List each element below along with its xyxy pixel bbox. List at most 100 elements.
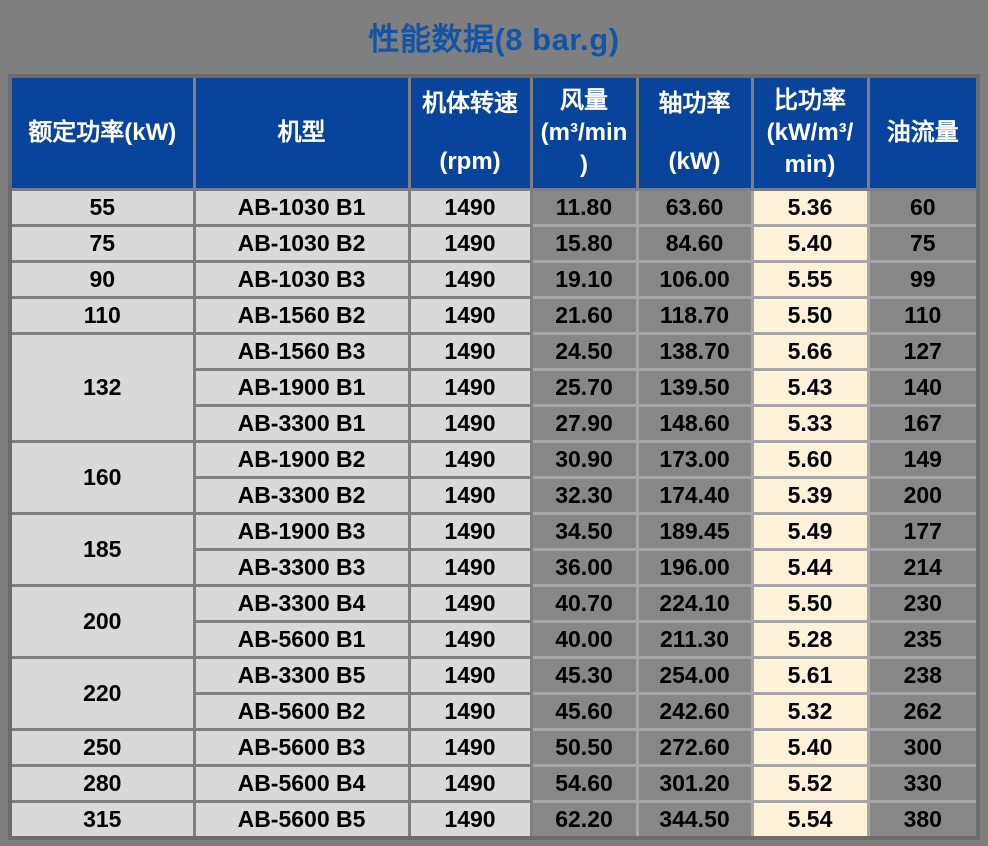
cell-oil-flow: 167 bbox=[866, 404, 980, 443]
header-unit: ) bbox=[580, 151, 588, 178]
cell-oil-flow: 214 bbox=[866, 548, 980, 587]
cell-shaft-power: 272.60 bbox=[635, 728, 754, 767]
cell-rpm: 1490 bbox=[407, 296, 533, 335]
cell-model: AB-1030 B1 bbox=[192, 188, 411, 227]
cell-oil-flow: 230 bbox=[866, 584, 980, 623]
cell-air-flow: 45.60 bbox=[529, 692, 639, 731]
cell-rpm: 1490 bbox=[407, 224, 533, 263]
cell-shaft-power: 148.60 bbox=[635, 404, 754, 443]
cell-rated-power: 132 bbox=[8, 332, 196, 443]
cell-model: AB-1900 B3 bbox=[192, 512, 411, 551]
header-label: 比功率 bbox=[774, 87, 846, 114]
cell-rated-power: 160 bbox=[8, 440, 196, 515]
cell-model: AB-1900 B2 bbox=[192, 440, 411, 479]
header-label: 风量 bbox=[560, 87, 608, 114]
cell-shaft-power: 189.45 bbox=[635, 512, 754, 551]
cell-rpm: 1490 bbox=[407, 332, 533, 371]
cell-air-flow: 11.80 bbox=[529, 188, 639, 227]
cell-rpm: 1490 bbox=[407, 548, 533, 587]
cell-air-flow: 32.30 bbox=[529, 476, 639, 515]
table-row: 75 AB-1030 B2 1490 15.80 84.60 5.40 75 bbox=[8, 224, 980, 263]
cell-rpm: 1490 bbox=[407, 512, 533, 551]
header-rated-power: 额定功率(kW) bbox=[8, 74, 196, 191]
cell-shaft-power: 224.10 bbox=[635, 584, 754, 623]
cell-shaft-power: 63.60 bbox=[635, 188, 754, 227]
cell-shaft-power: 138.70 bbox=[635, 332, 754, 371]
header-oil-flow: 油流量 bbox=[866, 74, 980, 191]
cell-rpm: 1490 bbox=[407, 620, 533, 659]
table-row: 110 AB-1560 B2 1490 21.60 118.70 5.50 11… bbox=[8, 296, 980, 335]
cell-rpm: 1490 bbox=[407, 404, 533, 443]
cell-air-flow: 54.60 bbox=[529, 764, 639, 803]
header-unit: (kW) bbox=[668, 148, 721, 175]
performance-data-table: 额定功率(kW) 机型 机体转速 (rpm) 风量 (m³/min) 轴功率 (kW)… bbox=[8, 74, 980, 840]
cell-rpm: 1490 bbox=[407, 440, 533, 479]
cell-specific-power: 5.50 bbox=[750, 296, 870, 335]
cell-shaft-power: 211.30 bbox=[635, 620, 754, 659]
cell-oil-flow: 238 bbox=[866, 656, 980, 695]
cell-oil-flow: 127 bbox=[866, 332, 980, 371]
table-row: 160 AB-1900 B2 1490 30.90 173.00 5.60 14… bbox=[8, 440, 980, 515]
header-unit: (m³/min bbox=[540, 119, 628, 146]
table-row: 132 AB-1560 B3 1490 24.50 138.70 5.66 12… bbox=[8, 332, 980, 443]
cell-shaft-power: 196.00 bbox=[635, 548, 754, 587]
cell-oil-flow: 149 bbox=[866, 440, 980, 479]
cell-rated-power: 220 bbox=[8, 656, 196, 731]
cell-air-flow: 45.30 bbox=[529, 656, 639, 695]
cell-specific-power: 5.40 bbox=[750, 728, 870, 767]
cell-shaft-power: 139.50 bbox=[635, 368, 754, 407]
cell-rated-power: 110 bbox=[8, 296, 196, 335]
cell-rated-power: 75 bbox=[8, 224, 196, 263]
table-row: AB-5600 B1 1490 40.00 211.30 5.28 235 bbox=[10, 620, 980, 659]
table-row: AB-3300 B3 1490 36.00 196.00 5.44 214 bbox=[10, 548, 980, 587]
cell-shaft-power: 173.00 bbox=[635, 440, 754, 479]
header-rpm: 机体转速 (rpm) bbox=[407, 74, 533, 191]
cell-specific-power: 5.39 bbox=[750, 476, 870, 515]
cell-specific-power: 5.32 bbox=[750, 692, 870, 731]
header-unit: (kW/m³/ bbox=[766, 119, 854, 146]
cell-specific-power: 5.52 bbox=[750, 764, 870, 803]
cell-specific-power: 5.55 bbox=[750, 260, 870, 299]
cell-model: AB-1560 B3 bbox=[192, 332, 411, 371]
cell-oil-flow: 200 bbox=[866, 476, 980, 515]
cell-air-flow: 25.70 bbox=[529, 368, 639, 407]
cell-shaft-power: 106.00 bbox=[635, 260, 754, 299]
cell-air-flow: 34.50 bbox=[529, 512, 639, 551]
cell-model: AB-3300 B2 bbox=[192, 476, 411, 515]
cell-specific-power: 5.43 bbox=[750, 368, 870, 407]
cell-air-flow: 24.50 bbox=[529, 332, 639, 371]
cell-oil-flow: 140 bbox=[866, 368, 980, 407]
table-row: 185 AB-1900 B3 1490 34.50 189.45 5.49 17… bbox=[8, 512, 980, 587]
cell-rpm: 1490 bbox=[407, 728, 533, 767]
page-title: 性能数据(8 bar.g) bbox=[368, 22, 620, 57]
header-specific-power: 比功率 (kW/m³/min) bbox=[750, 74, 870, 191]
cell-specific-power: 5.50 bbox=[750, 584, 870, 623]
table-row: 220 AB-3300 B5 1490 45.30 254.00 5.61 23… bbox=[8, 656, 980, 731]
header-row: 额定功率(kW) 机型 机体转速 (rpm) 风量 (m³/min) 轴功率 (kW)… bbox=[8, 74, 980, 191]
cell-model: AB-3300 B1 bbox=[192, 404, 411, 443]
cell-specific-power: 5.54 bbox=[750, 800, 870, 840]
cell-shaft-power: 174.40 bbox=[635, 476, 754, 515]
header-label: 油流量 bbox=[886, 119, 959, 146]
cell-rated-power: 90 bbox=[8, 260, 196, 299]
cell-air-flow: 21.60 bbox=[529, 296, 639, 335]
table-row: 90 AB-1030 B3 1490 19.10 106.00 5.55 99 bbox=[8, 260, 980, 299]
cell-oil-flow: 75 bbox=[866, 224, 980, 263]
table-row: 55 AB-1030 B1 1490 11.80 63.60 5.36 60 bbox=[8, 188, 980, 227]
cell-specific-power: 5.40 bbox=[750, 224, 870, 263]
cell-model: AB-5600 B4 bbox=[192, 764, 411, 803]
cell-model: AB-5600 B3 bbox=[192, 728, 411, 767]
cell-specific-power: 5.60 bbox=[750, 440, 870, 479]
cell-rated-power: 280 bbox=[8, 764, 196, 803]
cell-model: AB-3300 B5 bbox=[192, 656, 411, 695]
cell-oil-flow: 99 bbox=[866, 260, 980, 299]
table-row: AB-3300 B1 1490 27.90 148.60 5.33 167 bbox=[10, 404, 980, 443]
cell-air-flow: 36.00 bbox=[529, 548, 639, 587]
cell-rated-power: 55 bbox=[8, 188, 196, 227]
table-row: AB-3300 B2 1490 32.30 174.40 5.39 200 bbox=[10, 476, 980, 515]
header-label: 轴功率 bbox=[658, 90, 731, 117]
header-unit: min) bbox=[784, 151, 836, 178]
cell-oil-flow: 380 bbox=[866, 800, 980, 840]
cell-shaft-power: 84.60 bbox=[635, 224, 754, 263]
table-row: AB-1900 B1 1490 25.70 139.50 5.43 140 bbox=[10, 368, 980, 407]
